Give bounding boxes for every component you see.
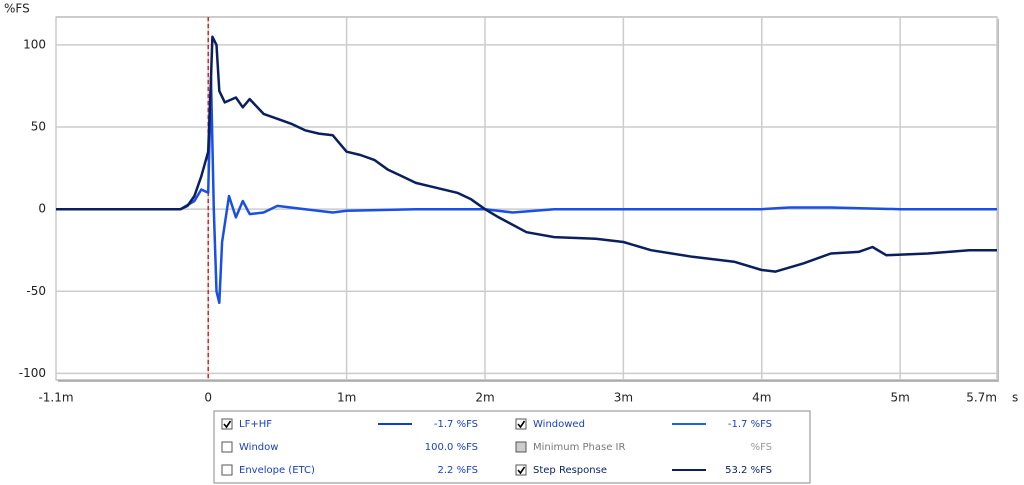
- checkmark: [223, 420, 232, 429]
- legend-label: Windowed: [533, 419, 585, 430]
- legend-readout: 2.2 %FS: [437, 465, 478, 476]
- y-axis-label: %FS: [4, 2, 30, 16]
- x-tick-label: 1m: [337, 391, 356, 405]
- checkbox[interactable]: [515, 441, 527, 453]
- checkmark: [517, 466, 526, 475]
- x-tick-label: 2m: [475, 391, 494, 405]
- checkbox[interactable]: [515, 418, 527, 430]
- x-tick-label: 0: [204, 391, 212, 405]
- checkbox[interactable]: [515, 464, 527, 476]
- y-tick-label: 0: [38, 202, 46, 216]
- legend-label: Envelope (ETC): [239, 465, 315, 476]
- y-tick-label: -50: [26, 284, 46, 298]
- checkmark: [517, 420, 526, 429]
- checkbox[interactable]: [221, 441, 233, 453]
- x-tick-label: 3m: [614, 391, 633, 405]
- x-tick-label: 4m: [752, 391, 771, 405]
- x-axis-unit: s: [1012, 391, 1018, 405]
- series-line: [56, 35, 997, 273]
- checkbox[interactable]: [221, 418, 233, 430]
- legend-readout: -1.7 %FS: [728, 419, 772, 430]
- x-tick-label: -1.1m: [38, 391, 73, 405]
- legend-label: LF+HF: [239, 419, 272, 430]
- y-tick-label: -100: [19, 366, 46, 380]
- legend-readout: 53.2 %FS: [725, 465, 772, 476]
- x-tick-label: 5.7m: [966, 391, 997, 405]
- x-tick-label: 5m: [890, 391, 909, 405]
- legend-panel: [213, 410, 811, 484]
- y-tick-label: 100: [23, 37, 46, 51]
- legend-readout: 100.0 %FS: [425, 442, 478, 453]
- y-tick-label: 50: [31, 120, 46, 134]
- legend-label: Step Response: [533, 465, 607, 476]
- checkbox[interactable]: [221, 464, 233, 476]
- legend-readout: %FS: [751, 442, 772, 453]
- legend-label: Window: [239, 442, 278, 453]
- legend-readout: -1.7 %FS: [434, 419, 478, 430]
- legend-label: Minimum Phase IR: [533, 442, 626, 453]
